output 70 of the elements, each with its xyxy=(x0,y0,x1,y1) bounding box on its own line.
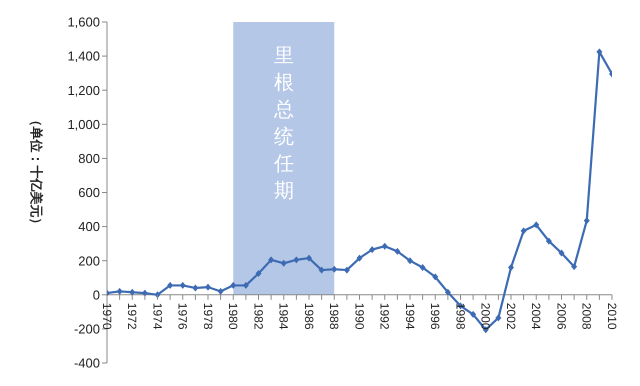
point xyxy=(230,282,236,289)
point xyxy=(242,282,249,289)
x-tick-label: 1998 xyxy=(453,302,468,330)
x-tick-label: 1988 xyxy=(327,302,342,330)
point xyxy=(432,273,438,280)
x-tick-label: 1978 xyxy=(200,302,215,330)
point xyxy=(256,270,262,277)
point xyxy=(394,248,400,255)
x-tick-label: 1982 xyxy=(251,302,266,330)
x-tick-label: 1980 xyxy=(226,302,240,330)
point xyxy=(558,250,564,257)
x-tick-label: 2006 xyxy=(554,302,568,330)
point xyxy=(167,282,174,289)
point xyxy=(306,254,312,262)
point xyxy=(382,242,388,250)
point xyxy=(344,266,350,274)
x-tick-label: 2010 xyxy=(604,302,619,330)
x-tick-label: 2004 xyxy=(529,302,544,330)
x-tick-label: 1974 xyxy=(150,302,164,330)
point xyxy=(584,217,590,224)
y-tick-label: 1,000 xyxy=(67,116,100,132)
y-tick-label: 1,400 xyxy=(67,48,100,64)
x-tick-label: 2002 xyxy=(504,302,518,330)
y-tick-label: 1,200 xyxy=(67,82,100,98)
y-tick-label: 600 xyxy=(78,185,100,200)
point xyxy=(142,290,148,297)
y-tick-label: 400 xyxy=(78,219,100,234)
band-label: 里根总统任期 xyxy=(272,43,294,202)
x-tick-label: 2008 xyxy=(580,302,594,330)
x-tick-label: 1990 xyxy=(352,302,366,330)
point xyxy=(508,264,514,272)
x-tick-label: 1984 xyxy=(276,302,291,330)
point xyxy=(356,254,362,262)
point xyxy=(596,48,602,56)
point xyxy=(407,257,413,264)
point xyxy=(533,221,540,228)
y-tick-label: 0 xyxy=(92,287,100,302)
point xyxy=(280,260,287,267)
point xyxy=(268,256,274,264)
point xyxy=(129,288,136,296)
point xyxy=(420,264,426,272)
point xyxy=(218,288,224,295)
x-tick-label: 1986 xyxy=(302,302,316,330)
point xyxy=(444,288,451,296)
x-tick-label: 1994 xyxy=(402,302,417,330)
point xyxy=(205,284,211,291)
point xyxy=(369,246,376,254)
point xyxy=(546,238,552,245)
y-tick-label: -200 xyxy=(74,322,100,337)
x-tick-label: 1972 xyxy=(125,302,140,330)
point xyxy=(180,282,186,289)
y-tick-label: 1,600 xyxy=(67,14,100,30)
point xyxy=(470,310,476,318)
point xyxy=(293,256,300,264)
point xyxy=(116,288,123,295)
point xyxy=(520,227,527,234)
x-tick-label: 1996 xyxy=(428,302,442,330)
point xyxy=(495,314,502,322)
point xyxy=(318,266,325,274)
x-tick-label: 2000 xyxy=(478,302,493,330)
y-axis-title: （单位：十亿美元） xyxy=(28,114,44,231)
y-tick-label: 800 xyxy=(78,151,100,166)
y-tick-label: 200 xyxy=(78,253,100,268)
x-tick-label: 1992 xyxy=(378,302,392,330)
point xyxy=(192,284,198,292)
x-tick-label: 1976 xyxy=(176,302,190,330)
point xyxy=(571,263,578,270)
point xyxy=(331,266,338,273)
y-tick-label: -400 xyxy=(74,356,100,371)
x-tick-label: 1970 xyxy=(100,302,114,330)
